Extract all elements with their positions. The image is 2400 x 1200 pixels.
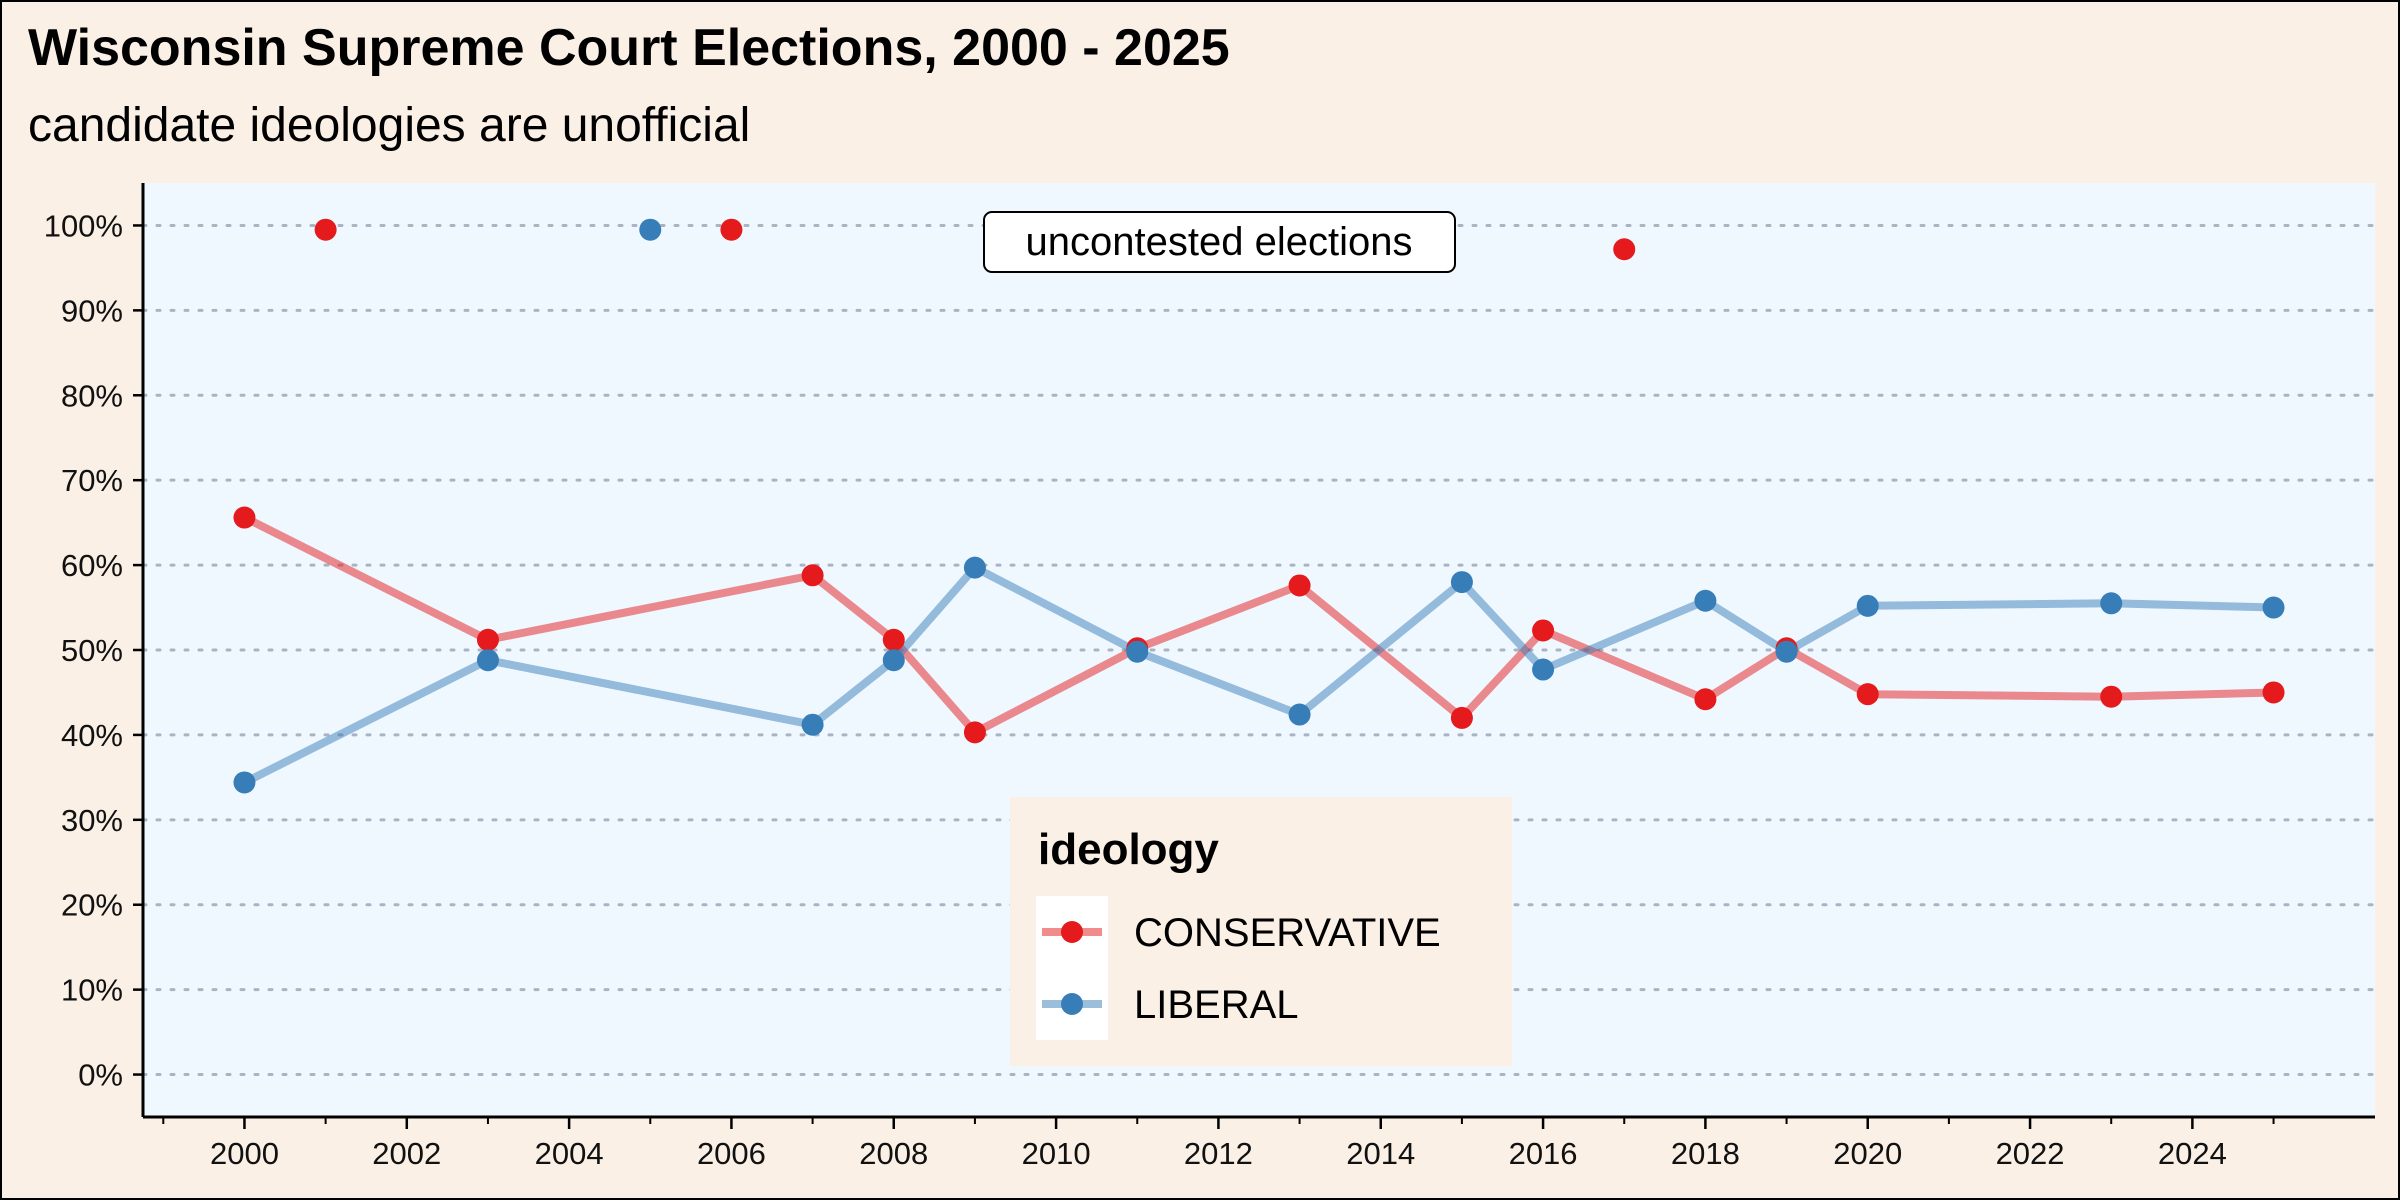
legend-key-point-liberal xyxy=(1061,993,1083,1015)
y-tick-label: 20% xyxy=(61,888,123,923)
x-tick-label: 2000 xyxy=(210,1136,279,1171)
legend-key-background xyxy=(1036,896,1108,1040)
y-tick-label: 90% xyxy=(61,293,123,328)
x-tick-label: 2018 xyxy=(1671,1136,1740,1171)
data-point-liberal xyxy=(963,556,986,579)
x-tick-label: 2014 xyxy=(1346,1136,1415,1171)
data-point-liberal xyxy=(1856,594,1879,617)
data-point-conservative xyxy=(1450,706,1473,729)
uncontested-point-liberal xyxy=(639,218,662,241)
y-tick-label: 70% xyxy=(61,463,123,498)
x-tick-label: 2008 xyxy=(859,1136,928,1171)
data-point-conservative xyxy=(882,628,905,651)
uncontested-annotation: uncontested elections xyxy=(983,211,1456,273)
data-point-conservative xyxy=(1288,574,1311,597)
data-point-liberal xyxy=(1126,640,1149,663)
data-point-conservative xyxy=(963,721,986,744)
y-tick-label: 40% xyxy=(61,718,123,753)
data-point-conservative xyxy=(1694,688,1717,711)
data-point-liberal xyxy=(801,713,824,736)
data-point-conservative xyxy=(801,564,824,587)
uncontested-point-conservative xyxy=(314,218,337,241)
data-point-liberal xyxy=(1775,640,1798,663)
legend-key-point-conservative xyxy=(1061,921,1083,943)
data-point-liberal xyxy=(2262,596,2285,619)
y-tick-label: 30% xyxy=(61,803,123,838)
annotation-label: uncontested elections xyxy=(1026,220,1413,264)
chart-subtitle: candidate ideologies are unofficial xyxy=(28,99,751,152)
x-tick-label: 2004 xyxy=(535,1136,604,1171)
y-tick-label: 50% xyxy=(61,633,123,668)
y-tick-label: 60% xyxy=(61,548,123,583)
x-tick-label: 2002 xyxy=(372,1136,441,1171)
data-point-conservative xyxy=(476,628,499,651)
data-point-liberal xyxy=(882,649,905,672)
uncontested-point-conservative xyxy=(720,218,743,241)
x-tick-label: 2016 xyxy=(1509,1136,1578,1171)
x-tick-label: 2012 xyxy=(1184,1136,1253,1171)
series-line-liberal xyxy=(242,563,2274,787)
legend-label-conservative: CONSERVATIVE xyxy=(1134,911,1441,955)
y-tick-label: 0% xyxy=(78,1058,123,1093)
uncontested-point-conservative xyxy=(1613,238,1636,261)
y-tick-label: 10% xyxy=(61,973,123,1008)
data-point-conservative xyxy=(1532,619,1555,642)
x-tick-label: 2022 xyxy=(1996,1136,2065,1171)
chart-title: Wisconsin Supreme Court Elections, 2000 … xyxy=(28,19,1230,77)
y-tick-label: 100% xyxy=(44,208,123,243)
legend: ideology CONSERVATIVE LIBERAL xyxy=(1010,797,1512,1066)
legend-title: ideology xyxy=(1038,825,1219,874)
data-point-liberal xyxy=(476,649,499,672)
x-tick-label: 2024 xyxy=(2158,1136,2227,1171)
data-point-liberal xyxy=(1694,589,1717,612)
annotation-box xyxy=(983,211,1456,273)
data-point-liberal xyxy=(1450,571,1473,594)
data-point-liberal xyxy=(233,771,256,794)
data-point-conservative xyxy=(2100,685,2123,708)
legend-label-liberal: LIBERAL xyxy=(1134,983,1299,1027)
data-point-liberal xyxy=(1288,703,1311,726)
data-point-conservative xyxy=(1856,683,1879,706)
x-tick-label: 2020 xyxy=(1833,1136,1902,1171)
data-point-conservative xyxy=(2262,681,2285,704)
x-tick-label: 2010 xyxy=(1022,1136,1091,1171)
data-point-liberal xyxy=(2100,592,2123,615)
data-point-conservative xyxy=(233,506,256,529)
y-tick-label: 80% xyxy=(61,378,123,413)
data-point-liberal xyxy=(1532,658,1555,681)
x-tick-label: 2006 xyxy=(697,1136,766,1171)
